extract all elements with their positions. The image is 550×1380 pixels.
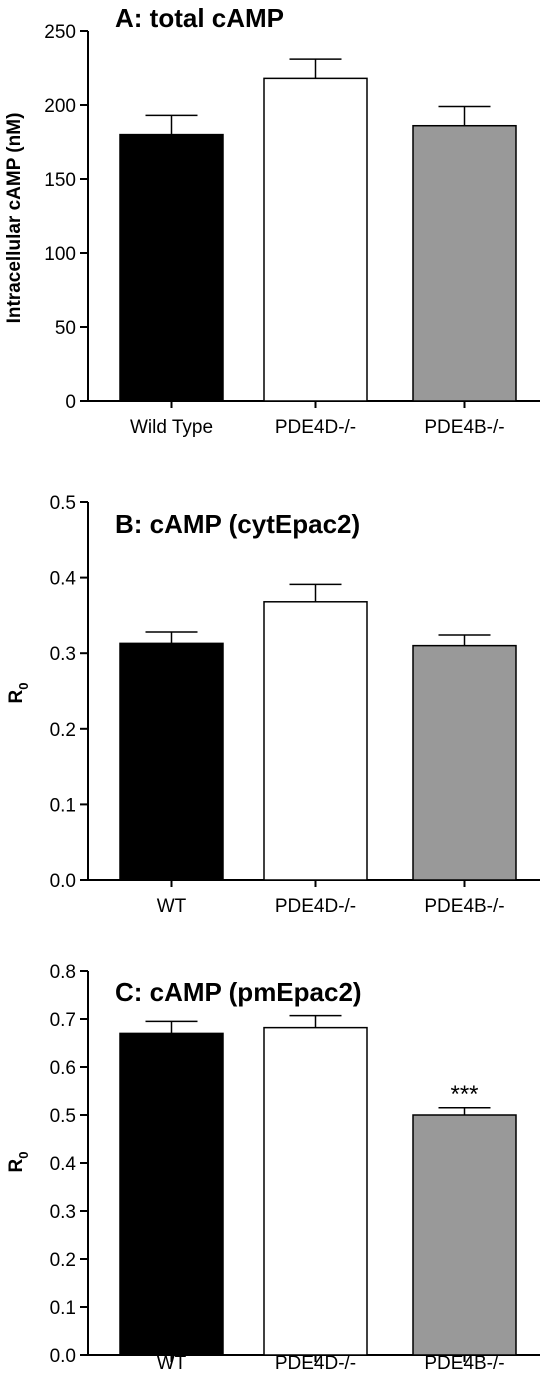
y-tick-label: 200	[44, 96, 76, 117]
panel-title: A: total cAMP	[115, 3, 284, 33]
y-tick-label: 0.0	[50, 1346, 76, 1367]
y-tick-label: 0.5	[50, 493, 76, 514]
y-axis-title-text: R	[6, 689, 27, 703]
y-tick-label: 0.2	[50, 720, 76, 741]
category-label: Wild Type	[130, 417, 213, 438]
y-tick-label: 0.0	[50, 871, 76, 892]
bar	[263, 77, 368, 402]
bar	[412, 644, 517, 881]
bar	[119, 642, 224, 881]
category-label: WT	[157, 1353, 187, 1374]
y-tick-label: 0.3	[50, 644, 76, 665]
bar	[412, 1114, 517, 1356]
y-tick-label: 0.1	[50, 795, 76, 816]
category-label: WT	[157, 896, 187, 917]
y-tick-label: 150	[44, 170, 76, 191]
y-tick-label: 100	[44, 244, 76, 265]
significance-annotation: ***	[450, 1081, 478, 1108]
panel-title: C: cAMP (pmEpac2)	[115, 977, 362, 1007]
category-label: PDE4B-/-	[424, 417, 504, 438]
panel-b: B: cAMP (cytEpac2) 0.0 0.1 0.2 0.3 0.4 0.5 R0 WT…	[6, 493, 540, 917]
y-tick-label: 0.4	[50, 1154, 77, 1175]
category-label: PDE4D-/-	[275, 417, 356, 438]
y-tick-label: 0.6	[50, 1058, 76, 1079]
category-label: PDE4B-/-	[424, 1353, 504, 1374]
y-axis-title-text: Intracellular cAMP (nM)	[4, 113, 25, 324]
y-tick-label: 0.4	[50, 569, 77, 590]
category-label: PDE4D-/-	[275, 1353, 356, 1374]
y-tick-label: 50	[55, 318, 76, 339]
y-tick-label: 0.2	[50, 1250, 76, 1271]
panel-c: C: cAMP (pmEpac2) 0.0 0.1 0.2 0.3 0.4 0.5 0.6 0.…	[6, 962, 540, 1374]
panel-a: A: total cAMP 0 50 100 150 200 250 Intracellula…	[4, 3, 540, 438]
y-tick-label: 0.3	[50, 1202, 76, 1223]
y-axis-title-subscript: 0	[16, 683, 31, 690]
y-tick-label: 0.7	[50, 1010, 76, 1031]
y-tick-label: 0.8	[50, 962, 76, 983]
panel-title: B: cAMP (cytEpac2)	[115, 509, 360, 539]
y-tick-label: 0.5	[50, 1106, 76, 1127]
y-tick-label: 0	[65, 392, 76, 413]
y-axis-title-subscript: 0	[16, 1152, 31, 1159]
y-tick-label: 250	[44, 22, 76, 43]
category-label: PDE4B-/-	[424, 896, 504, 917]
y-tick-label: 0.1	[50, 1298, 76, 1319]
y-axis-title-text: R	[6, 1158, 27, 1172]
bar	[119, 1032, 224, 1356]
bar	[263, 601, 368, 881]
y-axis-title: Intracellular cAMP (nM)	[4, 113, 25, 324]
bar	[412, 124, 517, 402]
y-axis-title: R0	[6, 1152, 31, 1173]
category-label: PDE4D-/-	[275, 896, 356, 917]
bar	[119, 133, 224, 402]
y-axis-title: R0	[6, 683, 31, 704]
bar	[263, 1026, 368, 1356]
